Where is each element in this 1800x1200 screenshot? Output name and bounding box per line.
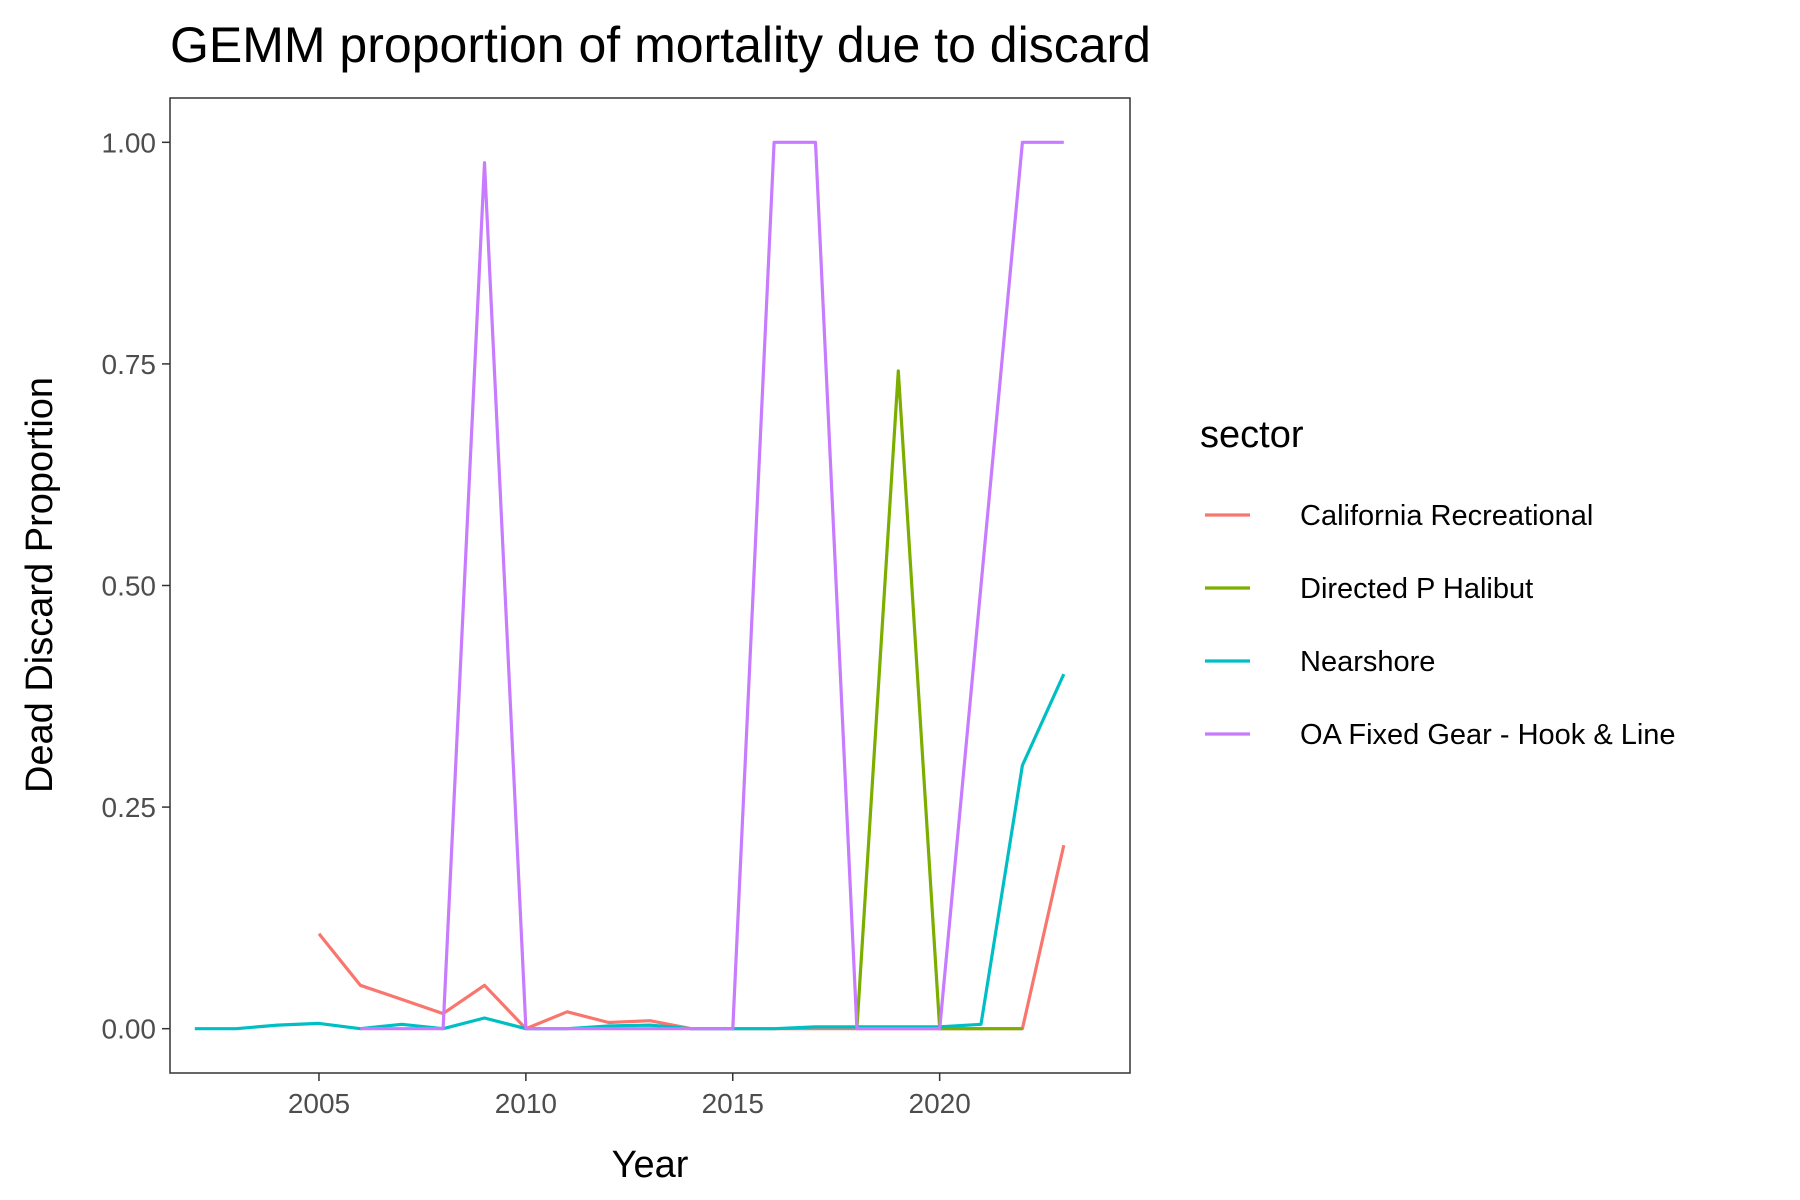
- x-tick-label: 2010: [495, 1088, 557, 1119]
- legend-title: sector: [1200, 414, 1304, 456]
- legend-label: OA Fixed Gear - Hook & Line: [1300, 719, 1676, 751]
- x-tick-label: 2015: [702, 1088, 764, 1119]
- legend-item: California Recreational: [1205, 500, 1593, 532]
- y-tick-label: 0.50: [102, 571, 157, 602]
- series-layer: [194, 140, 1066, 1031]
- legend-item: Directed P Halibut: [1205, 573, 1533, 605]
- y-tick-label: 1.00: [102, 127, 157, 158]
- y-tick-label: 0.25: [102, 792, 157, 823]
- y-axis: 0.00 0.25 0.50 0.75 1.00: [102, 127, 170, 1045]
- legend-label: Directed P Halibut: [1300, 573, 1533, 605]
- panel-border: [169, 97, 1131, 1074]
- legend-label: Nearshore: [1300, 646, 1435, 678]
- legend-label: California Recreational: [1300, 500, 1593, 532]
- x-tick-label: 2020: [909, 1088, 971, 1119]
- plot-area: [169, 97, 1131, 1074]
- x-tick-label: 2005: [288, 1088, 350, 1119]
- series-line-2: [194, 673, 1066, 1031]
- legend-items: California Recreational Directed P Halibu…: [1205, 500, 1676, 751]
- y-tick-label: 0.00: [102, 1014, 157, 1045]
- x-axis: 2005 2010 2015 2020: [288, 1073, 971, 1119]
- series-line-3: [360, 140, 1064, 1031]
- legend-item: Nearshore: [1205, 646, 1435, 678]
- y-axis-title: Dead Discard Proportion: [19, 377, 61, 793]
- legend-item: OA Fixed Gear - Hook & Line: [1205, 719, 1676, 751]
- y-tick-label: 0.75: [102, 349, 157, 380]
- chart-title: GEMM proportion of mortality due to disc…: [170, 17, 1151, 73]
- legend: sector California Recreational Directed P…: [1200, 414, 1676, 751]
- series-line-0: [317, 844, 1066, 1031]
- x-axis-title: Year: [612, 1144, 689, 1186]
